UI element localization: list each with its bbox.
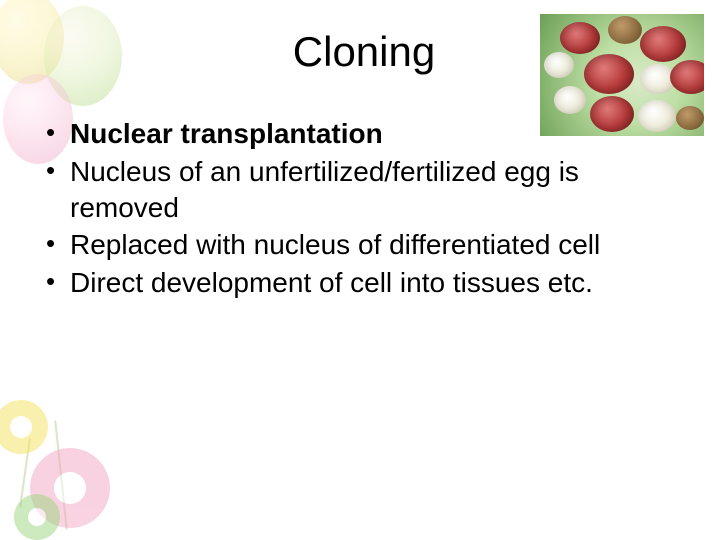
flower-icon bbox=[0, 400, 48, 454]
slide-title: Cloning bbox=[124, 28, 604, 76]
list-item: Direct development of cell into tissues … bbox=[44, 265, 684, 301]
list-item: Replaced with nucleus of differentiated … bbox=[44, 227, 684, 263]
list-item: Nucleus of an unfertilized/fertilized eg… bbox=[44, 154, 684, 226]
bullet-text: Nucleus of an unfertilized/fertilized eg… bbox=[70, 156, 579, 223]
stem-icon bbox=[19, 438, 31, 508]
bullet-text: Direct development of cell into tissues … bbox=[70, 267, 593, 298]
slide-content: Cloning Nuclear transplantation Nucleus … bbox=[44, 28, 684, 303]
bullet-text: Nuclear transplantation bbox=[70, 118, 383, 149]
flower-icon bbox=[14, 494, 60, 540]
bullet-list: Nuclear transplantation Nucleus of an un… bbox=[44, 116, 684, 301]
list-item: Nuclear transplantation bbox=[44, 116, 684, 152]
bullet-text: Replaced with nucleus of differentiated … bbox=[70, 229, 600, 260]
flower-icon bbox=[30, 448, 110, 528]
stem-icon bbox=[54, 420, 67, 530]
